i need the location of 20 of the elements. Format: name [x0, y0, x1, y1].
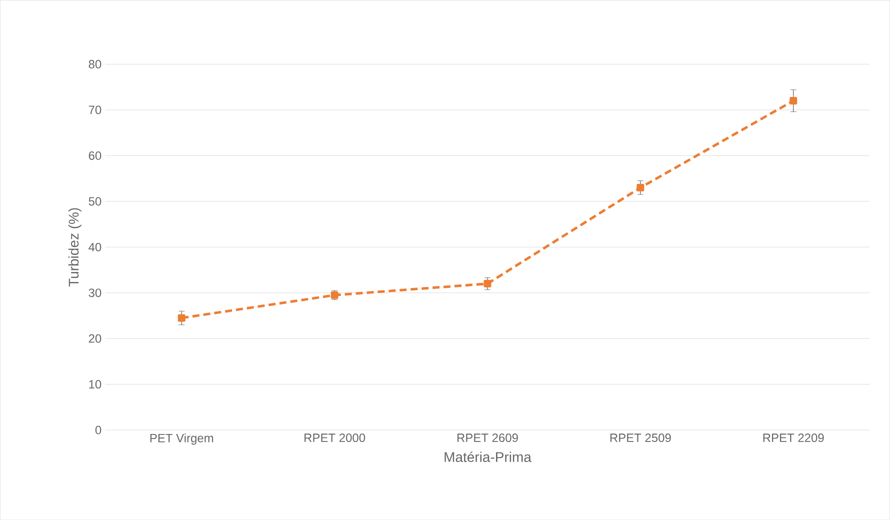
- y-tick-label: 50: [88, 197, 102, 206]
- x-tick-label: RPET 2509: [610, 433, 671, 442]
- x-tick-label: RPET 2000: [304, 433, 366, 442]
- y-tick-label: 70: [88, 106, 102, 114]
- x-axis-title: Matéria-Prima: [444, 451, 532, 462]
- point: [790, 96, 798, 104]
- x-tick-label: PET Virgem: [150, 433, 214, 445]
- y-tick-label: 30: [88, 288, 102, 297]
- y-tick-label: 40: [88, 242, 102, 252]
- point: [636, 184, 644, 192]
- y-tick-label: 20: [88, 334, 102, 343]
- x-tick-label: RPET 2609: [457, 433, 518, 442]
- y-tick-label: 60: [88, 151, 102, 160]
- x-tick-label: RPET 2209: [763, 433, 824, 442]
- y-tick-label: 0: [95, 426, 102, 434]
- point: [484, 280, 492, 288]
- point: [178, 314, 186, 322]
- y-axis-title: Turbidez (%): [68, 208, 82, 286]
- y-tick-label: 10: [89, 380, 102, 388]
- y-tick-label: 80: [88, 60, 102, 68]
